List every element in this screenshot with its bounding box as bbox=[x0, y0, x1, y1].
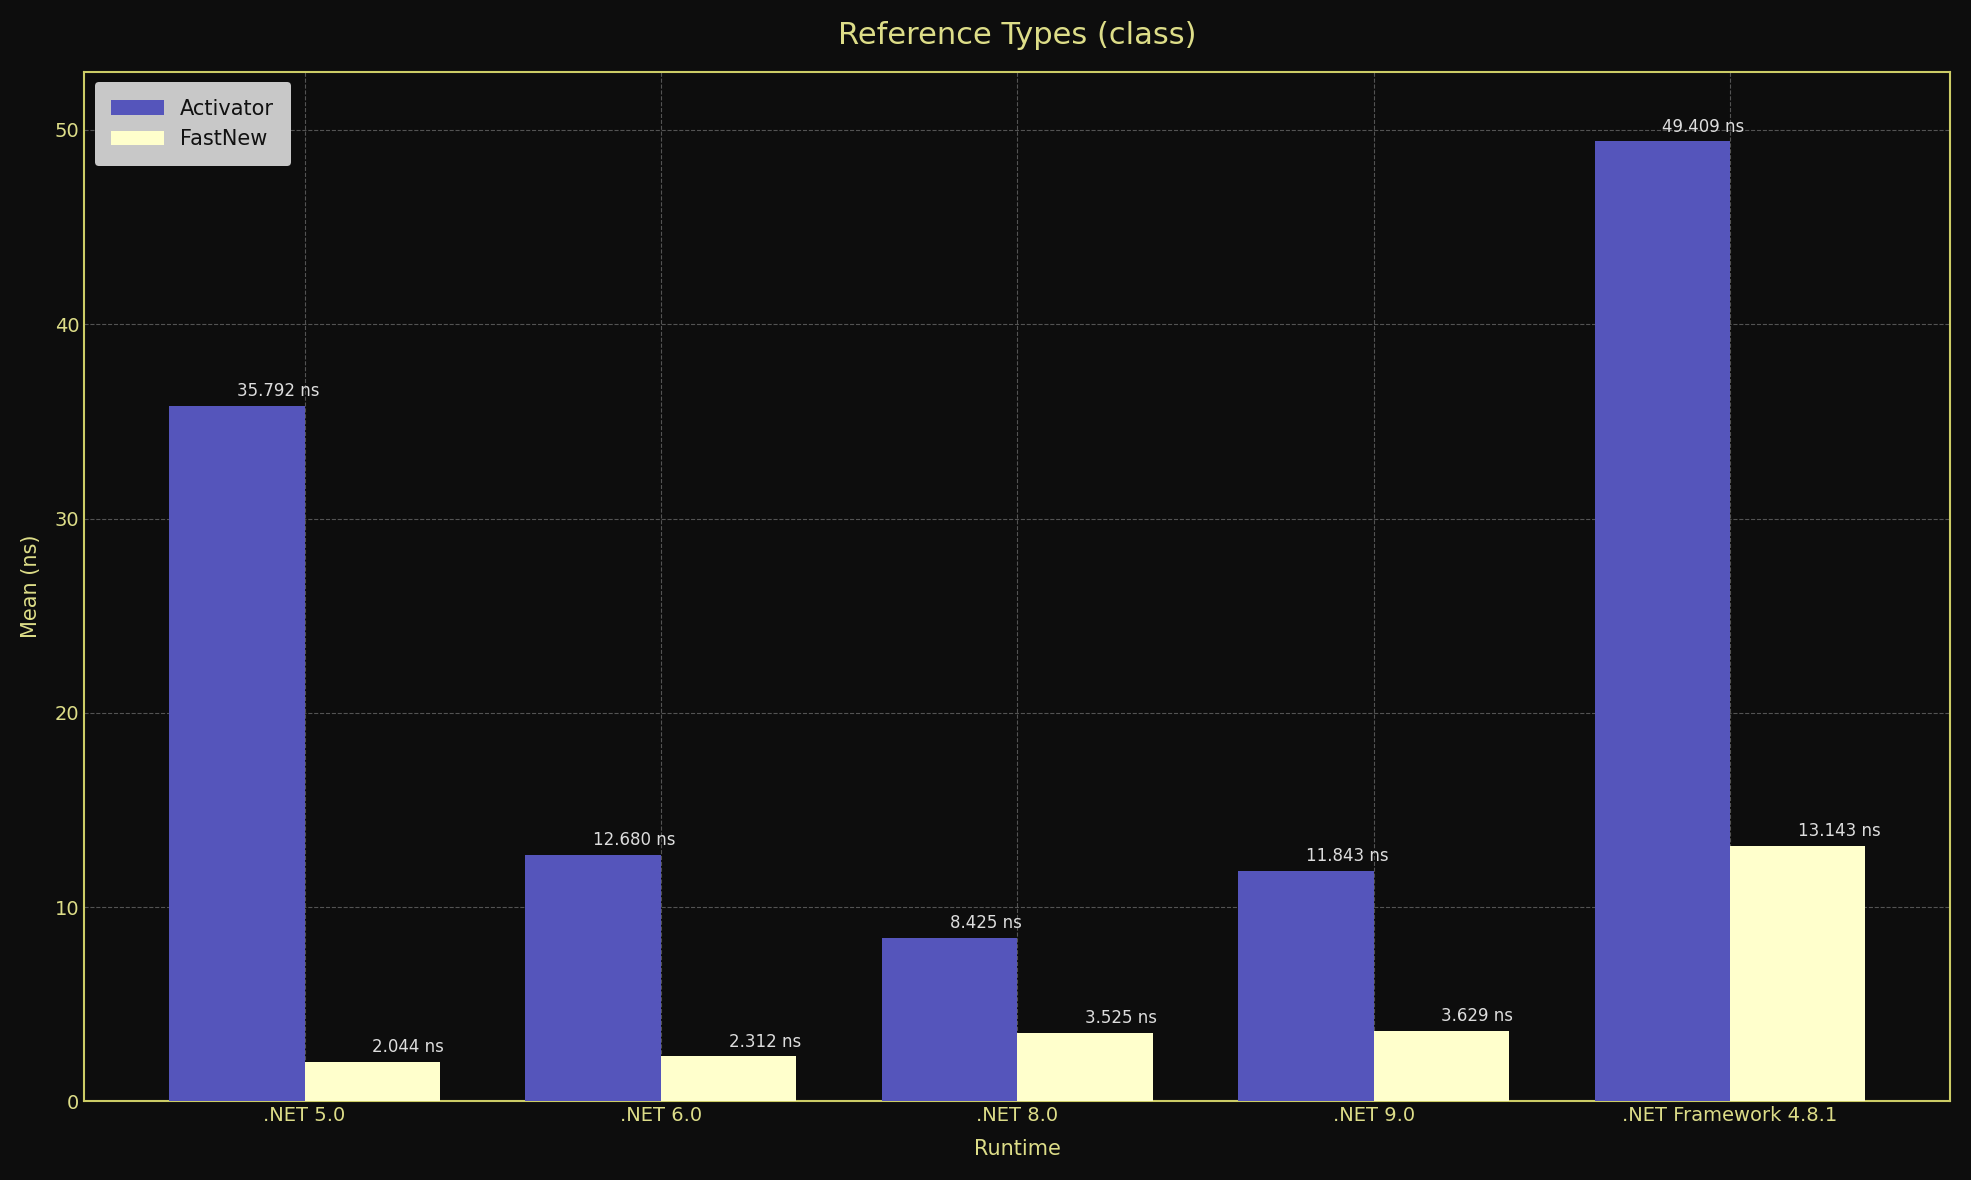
Text: 49.409 ns: 49.409 ns bbox=[1662, 118, 1744, 136]
Text: 3.525 ns: 3.525 ns bbox=[1084, 1009, 1157, 1027]
Bar bbox=[1595, 142, 1731, 1101]
X-axis label: Runtime: Runtime bbox=[974, 1139, 1060, 1159]
Text: 2.044 ns: 2.044 ns bbox=[373, 1038, 443, 1056]
Bar bbox=[170, 406, 306, 1101]
Text: 3.629 ns: 3.629 ns bbox=[1441, 1007, 1514, 1025]
Bar bbox=[1238, 871, 1374, 1101]
Bar bbox=[306, 1062, 440, 1101]
Y-axis label: Mean (ns): Mean (ns) bbox=[22, 535, 41, 638]
Text: 11.843 ns: 11.843 ns bbox=[1307, 847, 1388, 865]
Title: Reference Types (class): Reference Types (class) bbox=[838, 21, 1196, 50]
Bar bbox=[660, 1056, 796, 1101]
Bar bbox=[1374, 1031, 1510, 1101]
Legend: Activator, FastNew: Activator, FastNew bbox=[95, 83, 292, 165]
Bar bbox=[1731, 846, 1865, 1101]
Bar bbox=[526, 856, 660, 1101]
Text: 12.680 ns: 12.680 ns bbox=[593, 831, 676, 850]
Text: 8.425 ns: 8.425 ns bbox=[950, 913, 1021, 932]
Bar bbox=[881, 938, 1017, 1101]
Text: 2.312 ns: 2.312 ns bbox=[729, 1032, 800, 1050]
Bar bbox=[1017, 1032, 1153, 1101]
Text: 13.143 ns: 13.143 ns bbox=[1798, 822, 1880, 840]
Text: 35.792 ns: 35.792 ns bbox=[237, 382, 319, 400]
